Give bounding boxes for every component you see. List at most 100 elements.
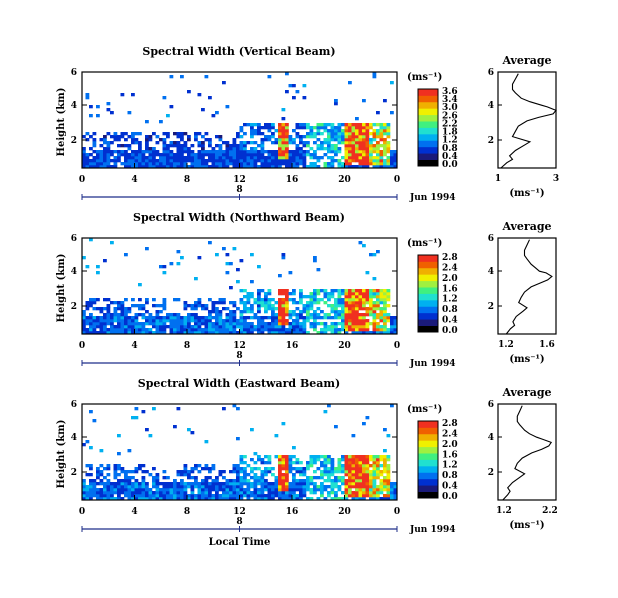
heatmap-cell (127, 310, 132, 314)
colorbar-swatch (418, 478, 438, 486)
heatmap-cell (341, 325, 345, 329)
heatmap-cell (383, 316, 387, 320)
heatmap-cell (152, 497, 156, 501)
heatmap-cell (92, 322, 97, 326)
heatmap-cell (124, 253, 128, 257)
heatmap-cell (225, 105, 230, 109)
heatmap-cell (215, 316, 219, 320)
heatmap-cell (299, 301, 303, 305)
average-unit: (ms⁻¹) (509, 354, 544, 365)
heatmap-cell (127, 331, 132, 335)
heatmap-cell (313, 482, 317, 486)
heatmap-cell (92, 491, 97, 495)
heatmap-cell (264, 322, 268, 326)
heatmap-cell (187, 482, 191, 486)
heatmap-cell (267, 150, 272, 154)
heatmap-cell (183, 159, 188, 163)
heatmap-cell (309, 165, 314, 169)
heatmap-cell (376, 316, 380, 320)
heatmap-cell (106, 328, 111, 332)
x-tick-label: 16 (286, 507, 299, 517)
heatmap-cell (215, 144, 219, 148)
heatmap-cell (215, 156, 219, 160)
heatmap-cell (232, 150, 237, 154)
heatmap-cell (267, 322, 272, 326)
heatmap-cell (299, 126, 303, 130)
heatmap-cell (155, 162, 160, 166)
heatmap-cell (274, 316, 279, 320)
heatmap-cell (204, 322, 209, 326)
heatmap-cell (120, 322, 125, 326)
heatmap-cell (306, 307, 310, 311)
heatmap-cell (334, 102, 338, 106)
heatmap-cell (169, 331, 174, 335)
heatmap-cell (211, 307, 216, 311)
heatmap-cell (285, 485, 289, 489)
heatmap-cell (162, 159, 167, 163)
heatmap-cell (285, 491, 289, 495)
heatmap-cell (96, 482, 100, 486)
heatmap-cell (288, 138, 293, 142)
heatmap-cell (309, 325, 314, 329)
heatmap-cell (288, 485, 293, 489)
heatmap-cell (306, 467, 310, 471)
heatmap-cell (271, 307, 275, 311)
heatmap-cell (239, 289, 244, 293)
x-tick-label: 0 (79, 341, 85, 351)
heatmap-cell (278, 467, 282, 471)
heatmap-cell (369, 132, 373, 136)
heatmap-cell (383, 123, 387, 127)
heatmap-cell (243, 491, 247, 495)
heatmap-cell (274, 476, 279, 480)
heatmap-cell (358, 292, 363, 296)
heatmap-cell (180, 153, 184, 157)
colorbar-swatch (418, 459, 438, 467)
heatmap-cell (250, 325, 254, 329)
heatmap-cell (145, 485, 149, 489)
heatmap-cell (82, 153, 86, 157)
heatmap-cell (96, 159, 100, 163)
heatmap-cell (320, 455, 324, 459)
heatmap-cell (225, 162, 230, 166)
heatmap-cell (173, 141, 177, 145)
heatmap-cell (197, 298, 202, 302)
heatmap-cell (232, 153, 237, 157)
heatmap-cell (309, 455, 314, 459)
avg-x-tick-label: 1.6 (539, 340, 555, 350)
heatmap-cell (330, 316, 335, 320)
heatmap-cell (355, 289, 359, 293)
heatmap-cell (358, 491, 363, 495)
heatmap-cell (274, 141, 279, 145)
heatmap-cell (89, 488, 93, 492)
heatmap-cell (365, 310, 370, 314)
heatmap-cell (173, 482, 177, 486)
heatmap-cell (99, 449, 104, 453)
heatmap-cell (190, 162, 195, 166)
heatmap-cell (96, 162, 100, 166)
heatmap-cell (194, 135, 198, 139)
heatmap-cell (264, 295, 268, 299)
heatmap-cell (337, 310, 342, 314)
heatmap-cell (222, 159, 226, 163)
heatmap-cell (369, 150, 373, 154)
heatmap-cell (162, 304, 167, 308)
colorbar: (ms⁻¹) 2.82.42.01.61.20.80.40.0 (407, 404, 458, 502)
heatmap-cell (145, 316, 149, 320)
heatmap-cell (197, 93, 202, 97)
heatmap-cell (386, 126, 391, 130)
heatmap-cell (246, 292, 251, 296)
heatmap-cell (89, 153, 93, 157)
heatmap-cell (232, 147, 237, 151)
heatmap-cell (120, 485, 125, 489)
heatmap-cell (232, 325, 237, 329)
heatmap-cell (117, 467, 121, 471)
heatmap-cell (141, 464, 146, 468)
heatmap-cell (341, 141, 345, 145)
heatmap-cell (194, 467, 198, 471)
heatmap-cell (348, 316, 352, 320)
heatmap-cell (281, 150, 286, 154)
heatmap-cell (85, 328, 90, 332)
heatmap-cell (372, 289, 377, 293)
heatmap-cell (260, 298, 265, 302)
heatmap-cell (148, 497, 153, 501)
